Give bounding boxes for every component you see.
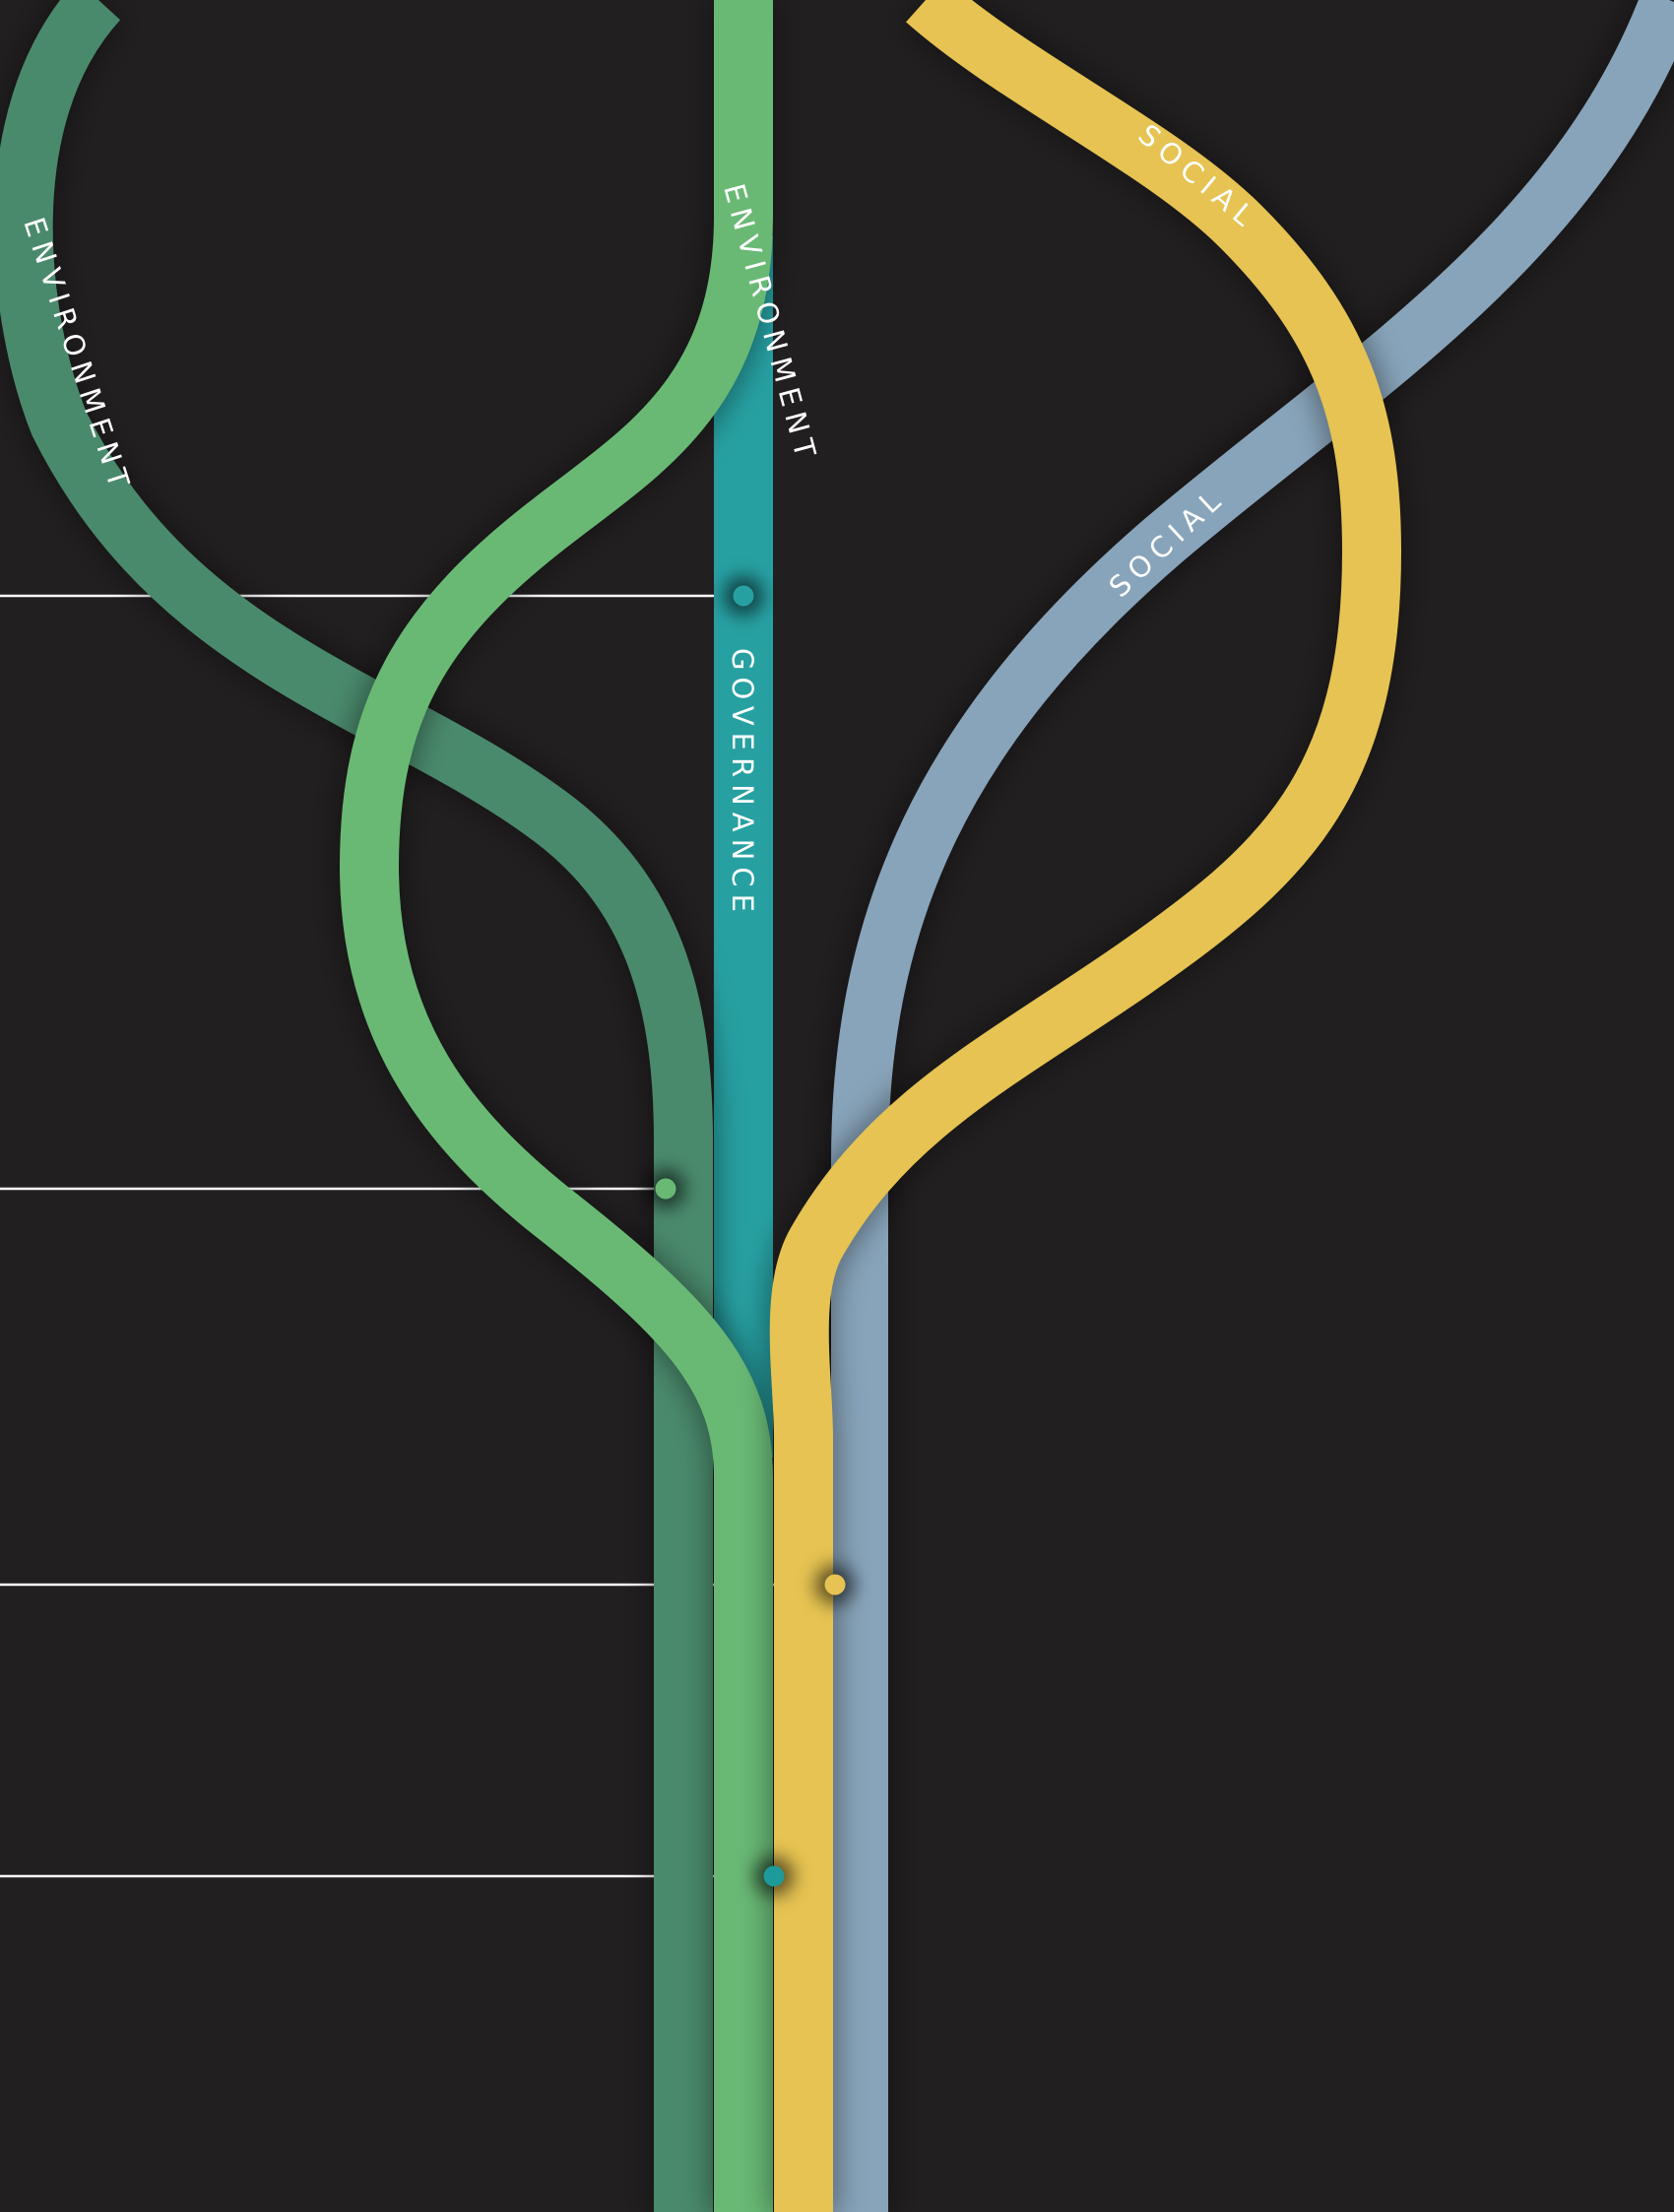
social-blue-stream [831,0,1674,2212]
marker-merge [754,1856,794,1896]
marker-social [815,1565,855,1604]
governance-label: GOVERNANCE [726,648,759,919]
environment-dark-stream [0,0,713,2212]
social-yellow-stream [769,0,1402,2212]
marker-governance [724,576,763,616]
marker-environment [646,1169,685,1208]
environment-light-stream [339,0,773,2212]
